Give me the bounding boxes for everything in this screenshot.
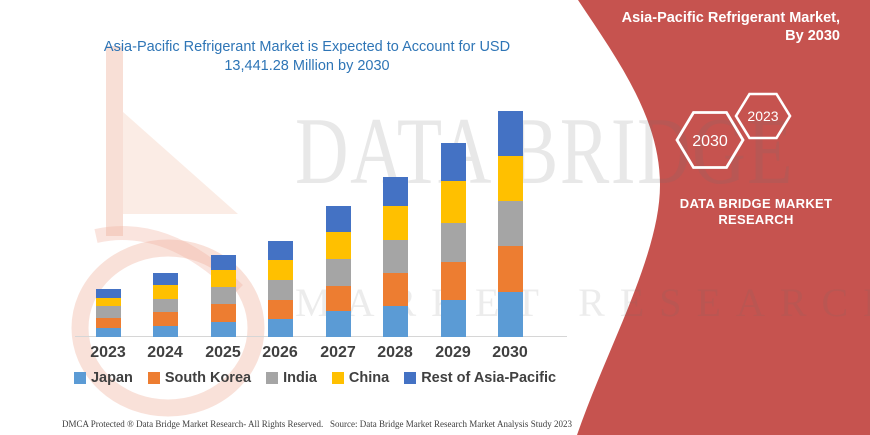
bar-segment-2028-rest-of-asia-pacific — [382, 177, 408, 206]
bar-segment-2024-rest-of-asia-pacific — [152, 273, 178, 285]
bar-segment-2024-china — [152, 285, 178, 299]
bar-segment-2028-japan — [382, 306, 408, 337]
legend-label: Rest of Asia-Pacific — [421, 370, 557, 386]
x-axis-label-2023: 2023 — [90, 344, 126, 361]
bar-segment-2023-china — [95, 298, 121, 306]
bar-segment-2023-rest-of-asia-pacific — [95, 289, 121, 298]
legend-item-india: India — [266, 370, 317, 386]
legend-label: South Korea — [164, 370, 252, 386]
bar-2030 — [497, 111, 523, 337]
bar-2028 — [382, 177, 408, 337]
legend-label: China — [348, 370, 390, 386]
bar-segment-2027-south-korea — [325, 286, 351, 311]
bar-segment-2028-china — [382, 206, 408, 240]
bar-2023 — [95, 289, 121, 337]
legend-swatch-icon — [266, 372, 279, 384]
x-axis-label-2028: 2028 — [377, 344, 413, 361]
bar-segment-2027-rest-of-asia-pacific — [325, 206, 351, 232]
legend-item-rest-of-asia-pacific: Rest of Asia-Pacific — [404, 370, 556, 386]
bar-2027 — [325, 206, 351, 337]
bar-segment-2026-japan — [267, 319, 293, 337]
bar-segment-2025-rest-of-asia-pacific — [210, 255, 236, 270]
x-axis-label-2029: 2029 — [435, 344, 471, 361]
bar-segment-2026-china — [267, 260, 293, 280]
bar-segment-2028-south-korea — [382, 273, 408, 306]
bar-segment-2024-india — [152, 299, 178, 312]
hexagon-2023-label: 2023 — [747, 108, 778, 124]
bar-segment-2027-india — [325, 259, 351, 286]
legend-item-south-korea: South Korea — [147, 370, 252, 386]
bar-segment-2025-india — [210, 287, 236, 304]
bar-segment-2029-south-korea — [440, 262, 466, 300]
hexagon-2023 — [734, 92, 792, 140]
x-axis-label-2024: 2024 — [147, 344, 183, 361]
bar-segment-2023-japan — [95, 328, 121, 337]
chart-title-line2: 13,441.28 Million by 2030 — [224, 58, 390, 74]
brand-text-line2: RESEARCH — [718, 212, 794, 227]
legend-swatch-icon — [404, 372, 417, 384]
bar-segment-2027-china — [325, 232, 351, 259]
bar-segment-2026-rest-of-asia-pacific — [267, 241, 293, 260]
bar-segment-2024-south-korea — [152, 312, 178, 326]
bar-2029 — [440, 143, 466, 337]
legend-label: Japan — [90, 370, 133, 386]
bar-segment-2029-japan — [440, 300, 466, 337]
bar-segment-2030-japan — [497, 292, 523, 337]
hexagon-2030 — [675, 111, 745, 169]
bar-segment-2025-japan — [210, 322, 236, 337]
brand-text: DATA BRIDGE MARKET RESEARCH — [642, 196, 870, 228]
logo-ring — [71, 239, 265, 417]
legend: Japan South Korea India China Rest of Asia-P… — [0, 370, 630, 386]
bar-segment-2023-india — [95, 306, 121, 318]
bar-segment-2030-india — [497, 201, 523, 246]
bar-segment-2024-japan — [152, 326, 178, 337]
legend-swatch-icon — [73, 372, 86, 384]
bar-segment-2027-japan — [325, 311, 351, 337]
side-panel-title-line1: Asia-Pacific Refrigerant Market, — [621, 10, 840, 26]
legend-item-china: China — [331, 370, 390, 386]
bar-segment-2029-china — [440, 181, 466, 223]
bar-segment-2026-india — [267, 280, 293, 300]
bar-segment-2029-india — [440, 223, 466, 262]
watermark-text-line1: DATA BRIDGE — [295, 98, 795, 204]
hexagon-2030-label: 2030 — [692, 133, 728, 150]
x-axis-label-2027: 2027 — [320, 344, 356, 361]
bar-segment-2026-south-korea — [267, 300, 293, 319]
bar-2026 — [267, 241, 293, 337]
side-panel-title-line2: By 2030 — [785, 27, 840, 44]
logo-stem — [106, 46, 123, 236]
bar-segment-2030-china — [497, 156, 523, 201]
side-panel-title: Asia-Pacific Refrigerant Market, By 2030 — [540, 10, 840, 45]
x-axis-line — [75, 336, 567, 337]
bar-segment-2029-rest-of-asia-pacific — [440, 143, 466, 181]
red-shape-path — [577, 0, 870, 435]
bar-segment-2025-china — [210, 270, 236, 287]
x-axis-label-2025: 2025 — [205, 344, 241, 361]
logo-flag — [123, 112, 238, 214]
legend-swatch-icon — [331, 372, 344, 384]
footer-dmca-text: DMCA Protected ® Data Bridge Market Rese… — [62, 419, 324, 429]
legend-label: India — [283, 370, 317, 386]
chart-title: Asia-Pacific Refrigerant Market is Expec… — [72, 38, 542, 76]
x-axis-label-2030: 2030 — [492, 344, 528, 361]
legend-swatch-icon — [147, 372, 160, 384]
brand-text-line1: DATA BRIDGE MARKET — [679, 196, 833, 211]
footer-source-text: Source: Data Bridge Market Research Mark… — [330, 419, 572, 429]
bar-2024 — [152, 273, 178, 337]
chart-title-line1: Asia-Pacific Refrigerant Market is Expec… — [103, 39, 511, 55]
bar-segment-2023-south-korea — [95, 318, 121, 328]
bar-segment-2030-rest-of-asia-pacific — [497, 111, 523, 156]
bar-segment-2025-south-korea — [210, 304, 236, 322]
bar-segment-2030-south-korea — [497, 246, 523, 292]
bar-segment-2028-india — [382, 240, 408, 273]
x-axis-label-2026: 2026 — [262, 344, 298, 361]
bar-2025 — [210, 255, 236, 337]
legend-item-japan: Japan — [73, 370, 133, 386]
